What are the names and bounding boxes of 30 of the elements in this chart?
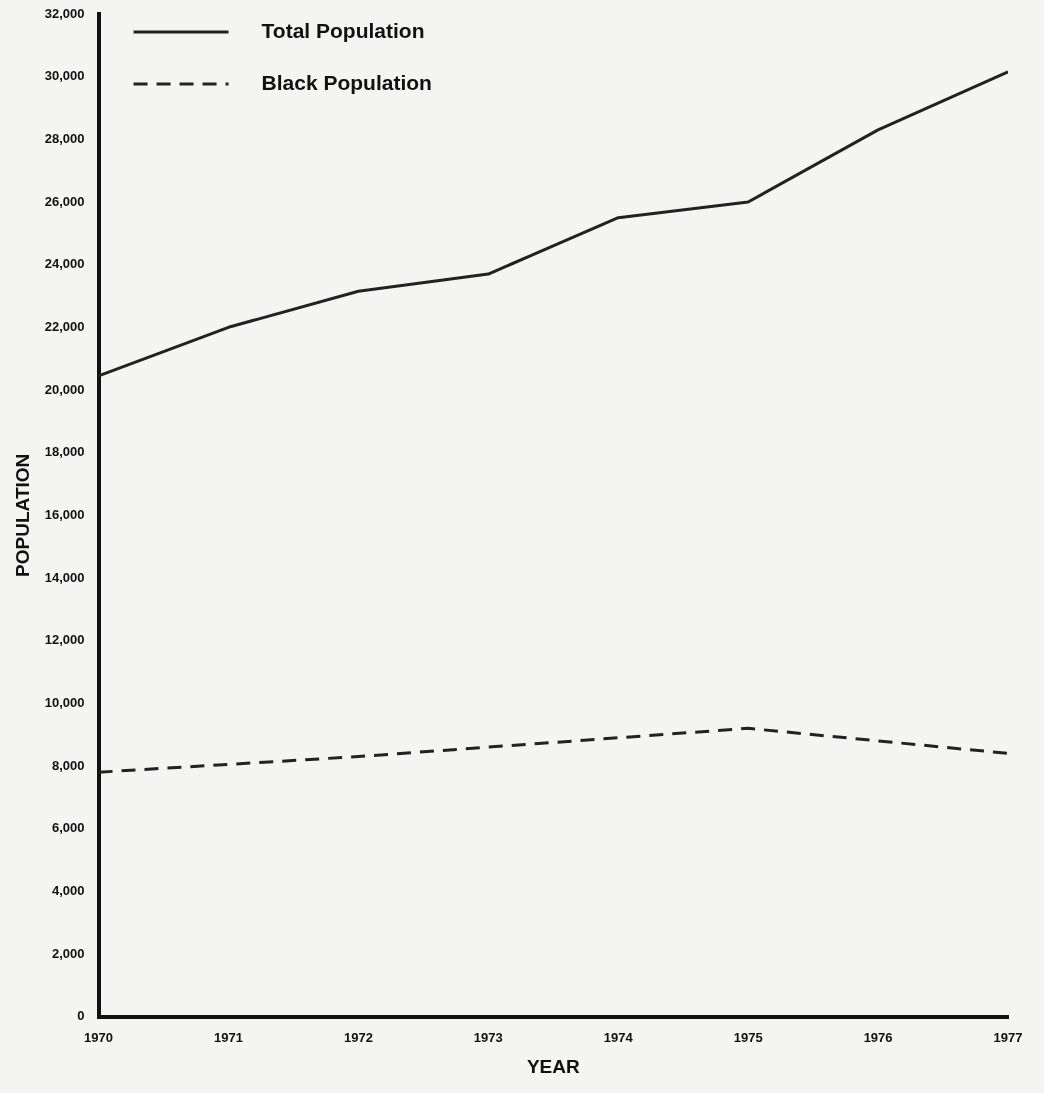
y-tick-label: 20,000 bbox=[44, 381, 85, 397]
x-tick-label: 1972 bbox=[343, 1029, 373, 1045]
y-tick-label: 32,000 bbox=[44, 5, 85, 21]
legend-label: Total Population bbox=[261, 18, 425, 42]
x-tick-label: 1973 bbox=[473, 1029, 503, 1045]
y-tick-label: 16,000 bbox=[44, 506, 85, 522]
y-tick-label: 0 bbox=[77, 1008, 85, 1024]
x-tick-label: 1976 bbox=[863, 1029, 893, 1045]
y-tick-label: 10,000 bbox=[44, 694, 85, 710]
line-series bbox=[98, 726, 1008, 774]
y-tick-label: 6,000 bbox=[52, 820, 85, 836]
y-tick-label: 22,000 bbox=[44, 318, 85, 334]
y-tick-label: 8,000 bbox=[52, 757, 85, 773]
x-axis-title: YEAR bbox=[526, 1055, 580, 1077]
y-tick-label: 14,000 bbox=[44, 569, 85, 585]
y-tick-label: 12,000 bbox=[44, 632, 85, 648]
y-tick-label: 4,000 bbox=[52, 882, 85, 898]
x-tick-label: 1971 bbox=[214, 1029, 243, 1045]
y-tick-label: 28,000 bbox=[44, 130, 85, 146]
y-tick-label: 26,000 bbox=[44, 193, 85, 209]
y-tick-label: 30,000 bbox=[44, 68, 85, 84]
x-tick-label: 1975 bbox=[733, 1029, 763, 1045]
legend-label: Black Population bbox=[261, 70, 432, 94]
x-tick-label: 1974 bbox=[603, 1029, 634, 1045]
y-tick-label: 2,000 bbox=[52, 945, 85, 961]
y-tick-label: 18,000 bbox=[44, 444, 85, 460]
y-tick-label: 24,000 bbox=[44, 256, 85, 272]
x-tick-label: 1977 bbox=[993, 1029, 1023, 1045]
y-axis-title: POPULATION bbox=[11, 453, 33, 577]
x-tick-label: 1970 bbox=[84, 1029, 114, 1045]
